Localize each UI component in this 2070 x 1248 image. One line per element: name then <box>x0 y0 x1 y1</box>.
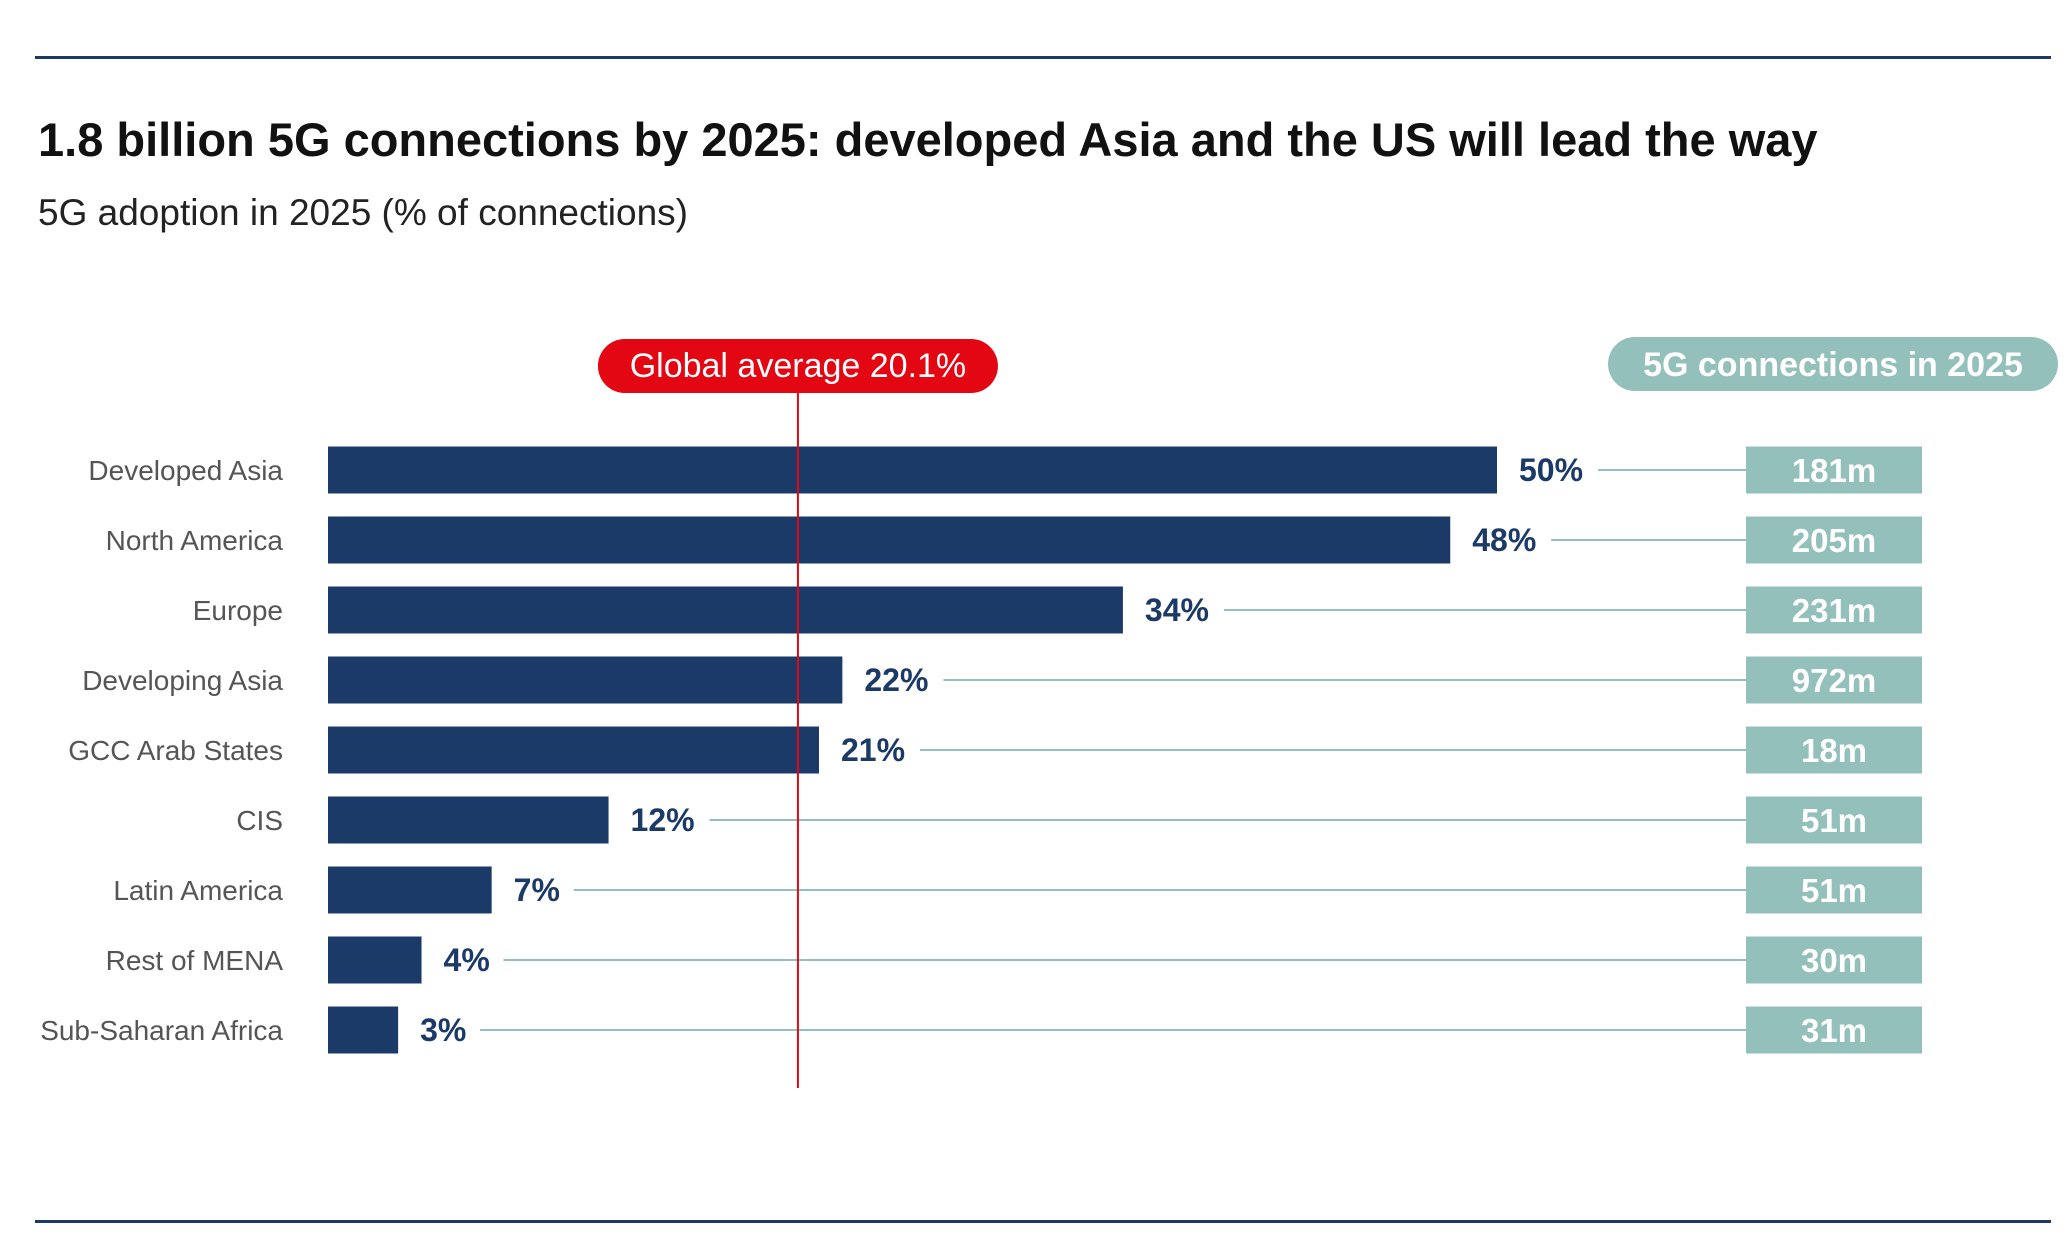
bar <box>328 516 1451 564</box>
bar <box>328 586 1123 634</box>
value-label: 21% <box>841 732 905 768</box>
chart-subtitle: 5G adoption in 2025 (% of connections) <box>38 192 688 233</box>
connections-box <box>1746 446 1922 494</box>
bottom-rule <box>35 1220 2051 1223</box>
connections-box <box>1746 586 1922 634</box>
value-label: 4% <box>444 942 490 978</box>
category-label: Europe <box>193 595 283 626</box>
connections-value: 51m <box>1801 802 1867 839</box>
connections-value: 231m <box>1792 592 1876 629</box>
connections-box <box>1746 1006 1922 1054</box>
bar <box>328 656 843 704</box>
connections-value: 31m <box>1801 1012 1867 1049</box>
value-label: 48% <box>1472 522 1536 558</box>
connections-box <box>1746 516 1922 564</box>
connections-box <box>1746 936 1922 984</box>
category-label: CIS <box>236 805 283 836</box>
connections-value: 30m <box>1801 942 1867 979</box>
global-average-pill <box>597 339 998 393</box>
bar <box>328 1006 399 1054</box>
connections-box <box>1746 866 1922 914</box>
category-label: North America <box>106 525 284 556</box>
value-label: 3% <box>420 1012 466 1048</box>
category-label: Rest of MENA <box>106 945 284 976</box>
connections-box <box>1746 726 1922 774</box>
bar <box>328 446 1497 494</box>
value-label: 50% <box>1519 452 1583 488</box>
category-label: GCC Arab States <box>68 735 283 766</box>
connections-value: 51m <box>1801 872 1867 909</box>
bar <box>328 866 492 914</box>
category-label: Developed Asia <box>88 455 283 486</box>
bar <box>328 936 422 984</box>
chart-title: 1.8 billion 5G connections by 2025: deve… <box>38 113 1818 166</box>
value-label: 7% <box>514 872 560 908</box>
bar <box>328 726 819 774</box>
global-average-label: Global average 20.1% <box>630 347 966 385</box>
category-label: Sub-Saharan Africa <box>40 1015 283 1046</box>
connections-box <box>1746 796 1922 844</box>
category-label: Latin America <box>113 875 283 906</box>
connections-value: 205m <box>1792 522 1876 559</box>
value-label: 34% <box>1145 592 1209 628</box>
category-label: Developing Asia <box>82 665 283 696</box>
value-label: 22% <box>864 662 928 698</box>
connections-value: 18m <box>1801 732 1867 769</box>
value-label: 12% <box>631 802 695 838</box>
bar <box>328 796 609 844</box>
connections-value: 181m <box>1792 452 1876 489</box>
connections-header-pill <box>1608 337 2058 391</box>
top-rule <box>35 56 2051 59</box>
connections-value: 972m <box>1792 662 1876 699</box>
connections-box <box>1746 656 1922 704</box>
connections-header: 5G connections in 2025 <box>1643 346 2023 384</box>
